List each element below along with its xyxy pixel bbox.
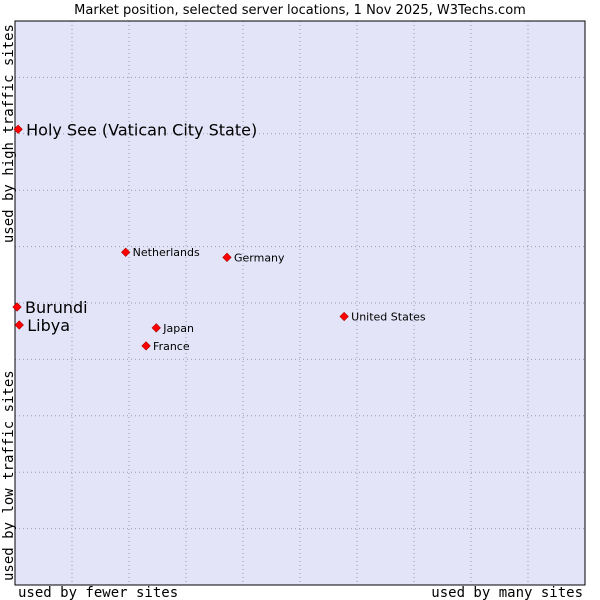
point-marker-holy-see-vatican-city-state — [13, 124, 23, 134]
x-axis-label-left: used by fewer sites — [18, 585, 178, 600]
chart-title: Market position, selected server locatio… — [74, 3, 526, 18]
point-marker-germany — [222, 252, 232, 262]
point-marker-libya — [14, 320, 24, 330]
point-marker-japan — [151, 323, 161, 333]
x-axis-label-right: used by many sites — [431, 585, 583, 600]
y-axis-label-top: used by high traffic sites — [1, 24, 17, 243]
point-label-japan: Japan — [162, 322, 194, 335]
plot-border — [14, 20, 586, 586]
point-label-france: France — [153, 340, 190, 353]
point-label-libya: Libya — [27, 316, 70, 335]
y-axis-label-bottom: used by low traffic sites — [1, 370, 17, 581]
point-label-germany: Germany — [234, 251, 285, 264]
point-marker-united-states — [339, 311, 349, 322]
data-points: Holy See (Vatican City State) Netherlands… — [12, 120, 426, 353]
point-label-holy-see-vatican-city-state: Holy See (Vatican City State) — [26, 120, 257, 139]
point-marker-france — [141, 341, 151, 351]
point-marker-burundi — [12, 302, 22, 312]
point-label-united-states: United States — [351, 311, 426, 324]
grid-lines — [15, 21, 585, 585]
point-label-burundi: Burundi — [25, 298, 88, 317]
point-label-netherlands: Netherlands — [133, 246, 200, 259]
point-marker-netherlands — [121, 247, 131, 257]
